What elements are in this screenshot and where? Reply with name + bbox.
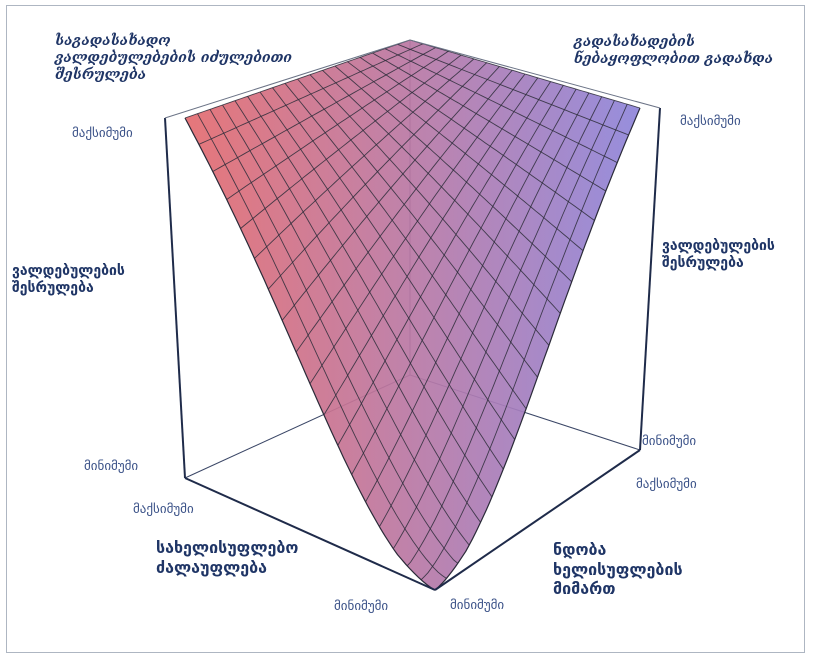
- surface-mesh: [184, 39, 641, 581]
- mesh-line: [372, 52, 607, 192]
- tick-trust-max: მაქსიმუმი: [636, 477, 697, 492]
- tick-power-max: მაქსიმუმი: [133, 502, 194, 517]
- tick-z-min-right: მინიმუმი: [642, 434, 697, 449]
- tick-trust-min: მინიმუმი: [450, 598, 505, 613]
- mesh-line: [184, 39, 411, 119]
- mesh-line: [198, 43, 423, 145]
- mesh-line: [409, 39, 641, 109]
- box-front-edges: [164, 107, 661, 591]
- surface-outline: [184, 107, 641, 591]
- tick-z-max-left: მაქსიმუმი: [72, 126, 133, 141]
- axis-title-government-power: სახელისუფლებო ძალაუფლება: [156, 538, 299, 577]
- tick-power-min: მინიმუმი: [334, 599, 389, 614]
- label-enforced-compliance: საგადასახადო ვალდებულებების იძულებითი შე…: [55, 33, 292, 84]
- box-top-edges: [164, 39, 661, 119]
- figure-frame: [6, 5, 805, 653]
- mesh-line: [384, 48, 618, 163]
- label-voluntary-payment: გადასახადების ნებაყოფლობით გადახდა: [574, 34, 774, 68]
- mesh-line: [212, 47, 436, 172]
- surface-fill: [185, 40, 640, 590]
- axis-title-trust-in-government: ნდობა ხელისუფლების მიმართ: [553, 540, 683, 599]
- tick-z-max-right: მაქსიმუმი: [680, 114, 741, 129]
- tick-z-min-left: მინიმუმი: [84, 459, 139, 474]
- mesh-line: [397, 43, 629, 136]
- label-compliance-right: ვალდებულების შესრულება: [662, 238, 775, 272]
- label-compliance-left: ვალდებულების შესრულება: [12, 263, 125, 297]
